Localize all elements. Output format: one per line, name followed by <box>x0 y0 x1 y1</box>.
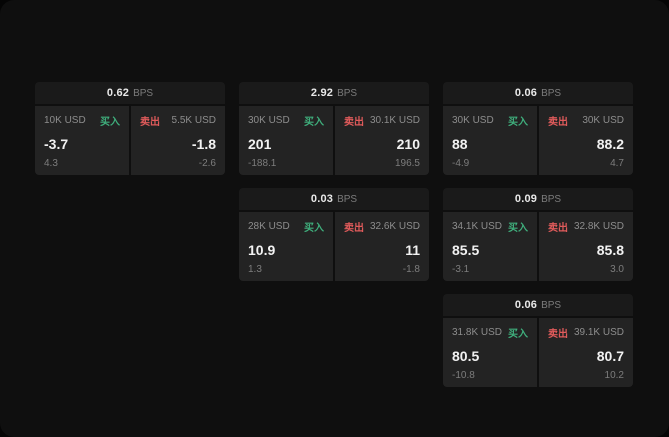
buy-size: 31.8K USD <box>452 327 503 338</box>
bps-value: 0.09 <box>514 193 538 205</box>
sell-panel[interactable]: 卖出 39.1K USD 80.7 10.2 <box>539 318 633 387</box>
quote-panels: 34.1K USD 买入 85.5 -3.1 卖出 32.8K USD 85.8… <box>443 210 633 281</box>
buy-price: 10.9 <box>248 241 276 258</box>
bps-unit-label: BPS <box>541 299 562 311</box>
sell-size: 5.5K USD <box>171 115 216 126</box>
bps-unit-label: BPS <box>133 87 154 99</box>
buy-delta: -10.8 <box>452 370 475 381</box>
bps-header: 0.09 BPS <box>443 188 633 210</box>
buy-panel[interactable]: 10K USD 买入 -3.7 4.3 <box>35 106 129 175</box>
bps-value: 2.92 <box>310 87 334 99</box>
buy-size: 34.1K USD <box>452 221 503 232</box>
sell-price: 11 <box>405 241 420 258</box>
bps-value: 0.06 <box>514 87 538 99</box>
bps-unit-label: BPS <box>541 193 562 205</box>
quote-panels: 30K USD 买入 88 -4.9 卖出 30K USD 88.2 4.7 <box>443 104 633 175</box>
buy-size: 30K USD <box>248 115 290 126</box>
quote-card: 0.62 BPS 10K USD 买入 -3.7 4.3 卖出 5.5K USD <box>35 82 225 175</box>
bps-unit-label: BPS <box>337 87 358 99</box>
sell-price: 80.7 <box>596 347 624 364</box>
buy-panel[interactable]: 34.1K USD 买入 85.5 -3.1 <box>443 212 537 281</box>
buy-label: 买入 <box>508 329 528 340</box>
buy-label: 买入 <box>508 223 528 234</box>
sell-panel[interactable]: 卖出 30.1K USD 210 196.5 <box>335 106 429 175</box>
quote-panels: 28K USD 买入 10.9 1.3 卖出 32.6K USD 11 -1.8 <box>239 210 429 281</box>
sell-delta: 10.2 <box>604 370 624 381</box>
sell-price: 85.8 <box>596 241 624 258</box>
sell-panel[interactable]: 卖出 32.6K USD 11 -1.8 <box>335 212 429 281</box>
bps-header: 0.62 BPS <box>35 82 225 104</box>
sell-delta: 4.7 <box>610 158 624 169</box>
buy-panel[interactable]: 30K USD 买入 88 -4.9 <box>443 106 537 175</box>
buy-size: 30K USD <box>452 115 494 126</box>
sell-label: 卖出 <box>548 117 568 128</box>
sell-price: 210 <box>396 135 420 152</box>
quote-card: 0.06 BPS 31.8K USD 买入 80.5 -10.8 卖出 39.1… <box>443 294 633 387</box>
buy-delta: -188.1 <box>248 158 277 169</box>
sell-price: 88.2 <box>596 135 624 152</box>
sell-delta: 3.0 <box>610 264 624 275</box>
buy-delta: 1.3 <box>248 264 262 275</box>
sell-size: 39.1K USD <box>573 327 624 338</box>
quote-card: 0.06 BPS 30K USD 买入 88 -4.9 卖出 30K USD <box>443 82 633 175</box>
sell-panel[interactable]: 卖出 32.8K USD 85.8 3.0 <box>539 212 633 281</box>
quote-panels: 30K USD 买入 201 -188.1 卖出 30.1K USD 210 1… <box>239 104 429 175</box>
buy-price: 85.5 <box>452 241 480 258</box>
quote-panels: 31.8K USD 买入 80.5 -10.8 卖出 39.1K USD 80.… <box>443 316 633 387</box>
buy-panel[interactable]: 31.8K USD 买入 80.5 -10.8 <box>443 318 537 387</box>
buy-price: 201 <box>248 135 272 152</box>
sell-label: 卖出 <box>140 117 160 128</box>
sell-delta: -1.8 <box>402 264 420 275</box>
bps-value: 0.06 <box>514 299 538 311</box>
sell-panel[interactable]: 卖出 5.5K USD -1.8 -2.6 <box>131 106 225 175</box>
bps-unit-label: BPS <box>541 87 562 99</box>
bps-unit-label: BPS <box>337 193 358 205</box>
buy-delta: -4.9 <box>452 158 470 169</box>
buy-price: 80.5 <box>452 347 480 364</box>
sell-panel[interactable]: 卖出 30K USD 88.2 4.7 <box>539 106 633 175</box>
buy-label: 买入 <box>508 117 528 128</box>
quote-panels: 10K USD 买入 -3.7 4.3 卖出 5.5K USD -1.8 -2.… <box>35 104 225 175</box>
quote-card: 2.92 BPS 30K USD 买入 201 -188.1 卖出 30.1K … <box>239 82 429 175</box>
buy-price: 88 <box>452 135 468 152</box>
quote-card: 0.03 BPS 28K USD 买入 10.9 1.3 卖出 32.6K US… <box>239 188 429 281</box>
bps-header: 0.06 BPS <box>443 82 633 104</box>
sell-size: 32.6K USD <box>369 221 420 232</box>
sell-delta: -2.6 <box>198 158 216 169</box>
sell-label: 卖出 <box>548 223 568 234</box>
buy-label: 买入 <box>304 223 324 234</box>
bps-value: 0.62 <box>106 87 130 99</box>
quote-card-grid: 0.62 BPS 10K USD 买入 -3.7 4.3 卖出 5.5K USD <box>35 82 633 387</box>
sell-size: 30.1K USD <box>369 115 420 126</box>
buy-size: 28K USD <box>248 221 290 232</box>
buy-size: 10K USD <box>44 115 86 126</box>
buy-label: 买入 <box>100 117 120 128</box>
sell-label: 卖出 <box>344 223 364 234</box>
sell-price: -1.8 <box>191 135 216 152</box>
bps-header: 2.92 BPS <box>239 82 429 104</box>
buy-panel[interactable]: 28K USD 买入 10.9 1.3 <box>239 212 333 281</box>
bps-value: 0.03 <box>310 193 334 205</box>
bps-header: 0.03 BPS <box>239 188 429 210</box>
buy-label: 买入 <box>304 117 324 128</box>
buy-delta: 4.3 <box>44 158 58 169</box>
sell-label: 卖出 <box>344 117 364 128</box>
buy-panel[interactable]: 30K USD 买入 201 -188.1 <box>239 106 333 175</box>
buy-price: -3.7 <box>44 135 69 152</box>
sell-label: 卖出 <box>548 329 568 340</box>
quote-card: 0.09 BPS 34.1K USD 买入 85.5 -3.1 卖出 32.8K… <box>443 188 633 281</box>
buy-delta: -3.1 <box>452 264 470 275</box>
sell-size: 32.8K USD <box>573 221 624 232</box>
sell-size: 30K USD <box>582 115 624 126</box>
bps-header: 0.06 BPS <box>443 294 633 316</box>
sell-delta: 196.5 <box>394 158 420 169</box>
